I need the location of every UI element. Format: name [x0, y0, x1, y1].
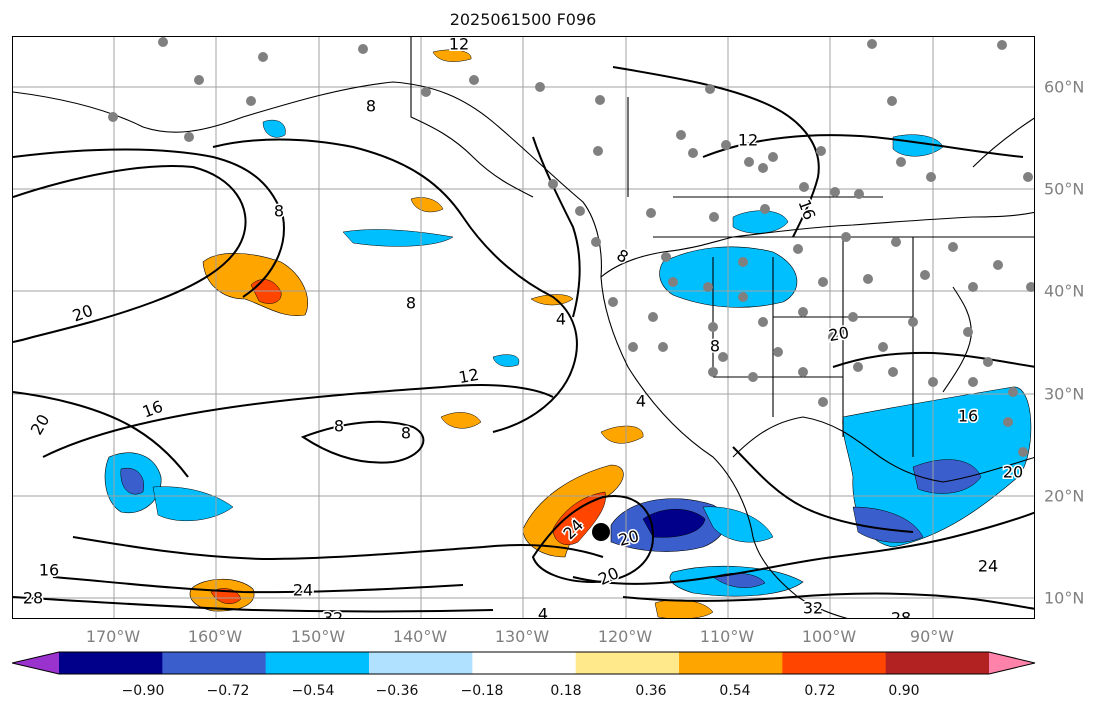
contour-label: 8 [334, 417, 344, 436]
station-markers [108, 37, 1034, 457]
lon-label-140w: 140°W [392, 627, 448, 646]
lon-label-110w: 110°W [699, 627, 755, 646]
lat-label-10n: 10°N [1044, 588, 1085, 608]
shading-negative [342, 229, 454, 247]
colorbar [12, 651, 1036, 675]
contour-label: 28 [23, 589, 43, 608]
colorbar-tick: 0.36 [635, 683, 667, 699]
contour-label: 16 [39, 561, 59, 580]
gridlines [13, 37, 1034, 618]
contour-label: 8 [406, 294, 416, 313]
shading-strong-negative [642, 509, 706, 538]
shading-negative [732, 210, 789, 234]
contour-label: 16 [795, 197, 820, 223]
figure-title: 2025061500 F096 [449, 10, 597, 29]
colorbar-extend-max [989, 652, 1035, 674]
colorbar-segment [265, 652, 370, 674]
lon-label-150w: 150°W [290, 627, 346, 646]
shading-strong-positive [552, 491, 606, 545]
contour-label: 4 [538, 605, 548, 620]
shading-negative [492, 354, 520, 367]
colorbar-tick: 0.18 [550, 683, 582, 699]
contour-label: 28 [891, 609, 911, 620]
colorbar-tick: −0.72 [206, 683, 250, 699]
colorbar-segment [59, 652, 163, 674]
contour-label: 32 [323, 609, 343, 620]
lon-label-100w: 100°W [801, 627, 857, 646]
colorbar-tick: −0.54 [291, 683, 335, 699]
shading-weak-negative [702, 506, 774, 543]
contour-label: 20 [27, 411, 54, 438]
shading-weak-negative [432, 49, 472, 62]
lon-label-160w: 160°W [187, 627, 243, 646]
lat-label-30n: 30°N [1044, 384, 1085, 404]
contour-label: 8 [710, 337, 720, 356]
colorbar-segment [679, 652, 783, 674]
contour-label: 8 [613, 245, 631, 267]
colorbar-extend-min [12, 652, 59, 674]
colorbar-outline [12, 651, 1036, 675]
shading-positive [440, 412, 482, 429]
colorbar-segment [575, 652, 680, 674]
contour-label: 8 [366, 97, 376, 116]
shading-negative [852, 506, 924, 543]
shading-positive [410, 197, 444, 213]
contours [13, 66, 1034, 613]
colorbar-tick: −0.90 [121, 683, 165, 699]
contour-label: 20 [595, 563, 621, 589]
lon-label-120w: 120°W [597, 627, 653, 646]
shading-negative [262, 119, 286, 138]
colorbar-tick: −0.18 [460, 683, 504, 699]
shading-negative [152, 486, 234, 522]
colorbar-tick: 0.90 [888, 683, 920, 699]
colorbar-tick: 0.54 [719, 683, 751, 699]
colorbar-segments [12, 651, 1036, 675]
contour-label: 16 [140, 397, 166, 422]
lon-label-170w: 170°W [85, 627, 141, 646]
lon-label-130w: 130°W [494, 627, 550, 646]
contour-label: 4 [556, 310, 566, 329]
lat-label-40n: 40°N [1044, 281, 1085, 301]
contour-label: 4 [636, 392, 646, 411]
contour-label: 24 [978, 557, 998, 576]
storm-center-marker [592, 523, 610, 541]
contour-label: 16 [958, 407, 978, 426]
map-panel: 12 8 8 8 20 16 20 12 8 8 4 4 12 16 8 20 24 20 20 16 28 24 32 4 3… [12, 36, 1035, 619]
shading-positive [600, 425, 644, 444]
colorbar-segment [885, 652, 990, 674]
shading-positive [530, 294, 574, 306]
contour-label: 8 [274, 202, 284, 221]
contour-label: 12 [457, 365, 480, 387]
shading-negative [120, 467, 145, 495]
colorbar-segment [472, 652, 577, 674]
contour-label: 8 [401, 424, 411, 443]
shading-positive [654, 599, 714, 618]
contour-label: 24 [293, 581, 313, 600]
contour-label: 20 [1003, 463, 1023, 482]
lon-label-90w: 90°W [909, 627, 955, 646]
contour-label: 12 [449, 37, 469, 54]
lat-label-20n: 20°N [1044, 486, 1085, 506]
colorbar-segment [369, 652, 473, 674]
contour-label: 32 [803, 599, 823, 618]
lat-label-60n: 60°N [1044, 77, 1085, 97]
colorbar-segment [782, 652, 887, 674]
colorbar-segment [162, 652, 267, 674]
colorbar-tick: −0.36 [375, 683, 419, 699]
contour-label: 20 [827, 323, 850, 345]
contour-label: 12 [738, 131, 758, 150]
colorbar-tick: 0.72 [804, 683, 836, 699]
lat-label-50n: 50°N [1044, 179, 1085, 199]
